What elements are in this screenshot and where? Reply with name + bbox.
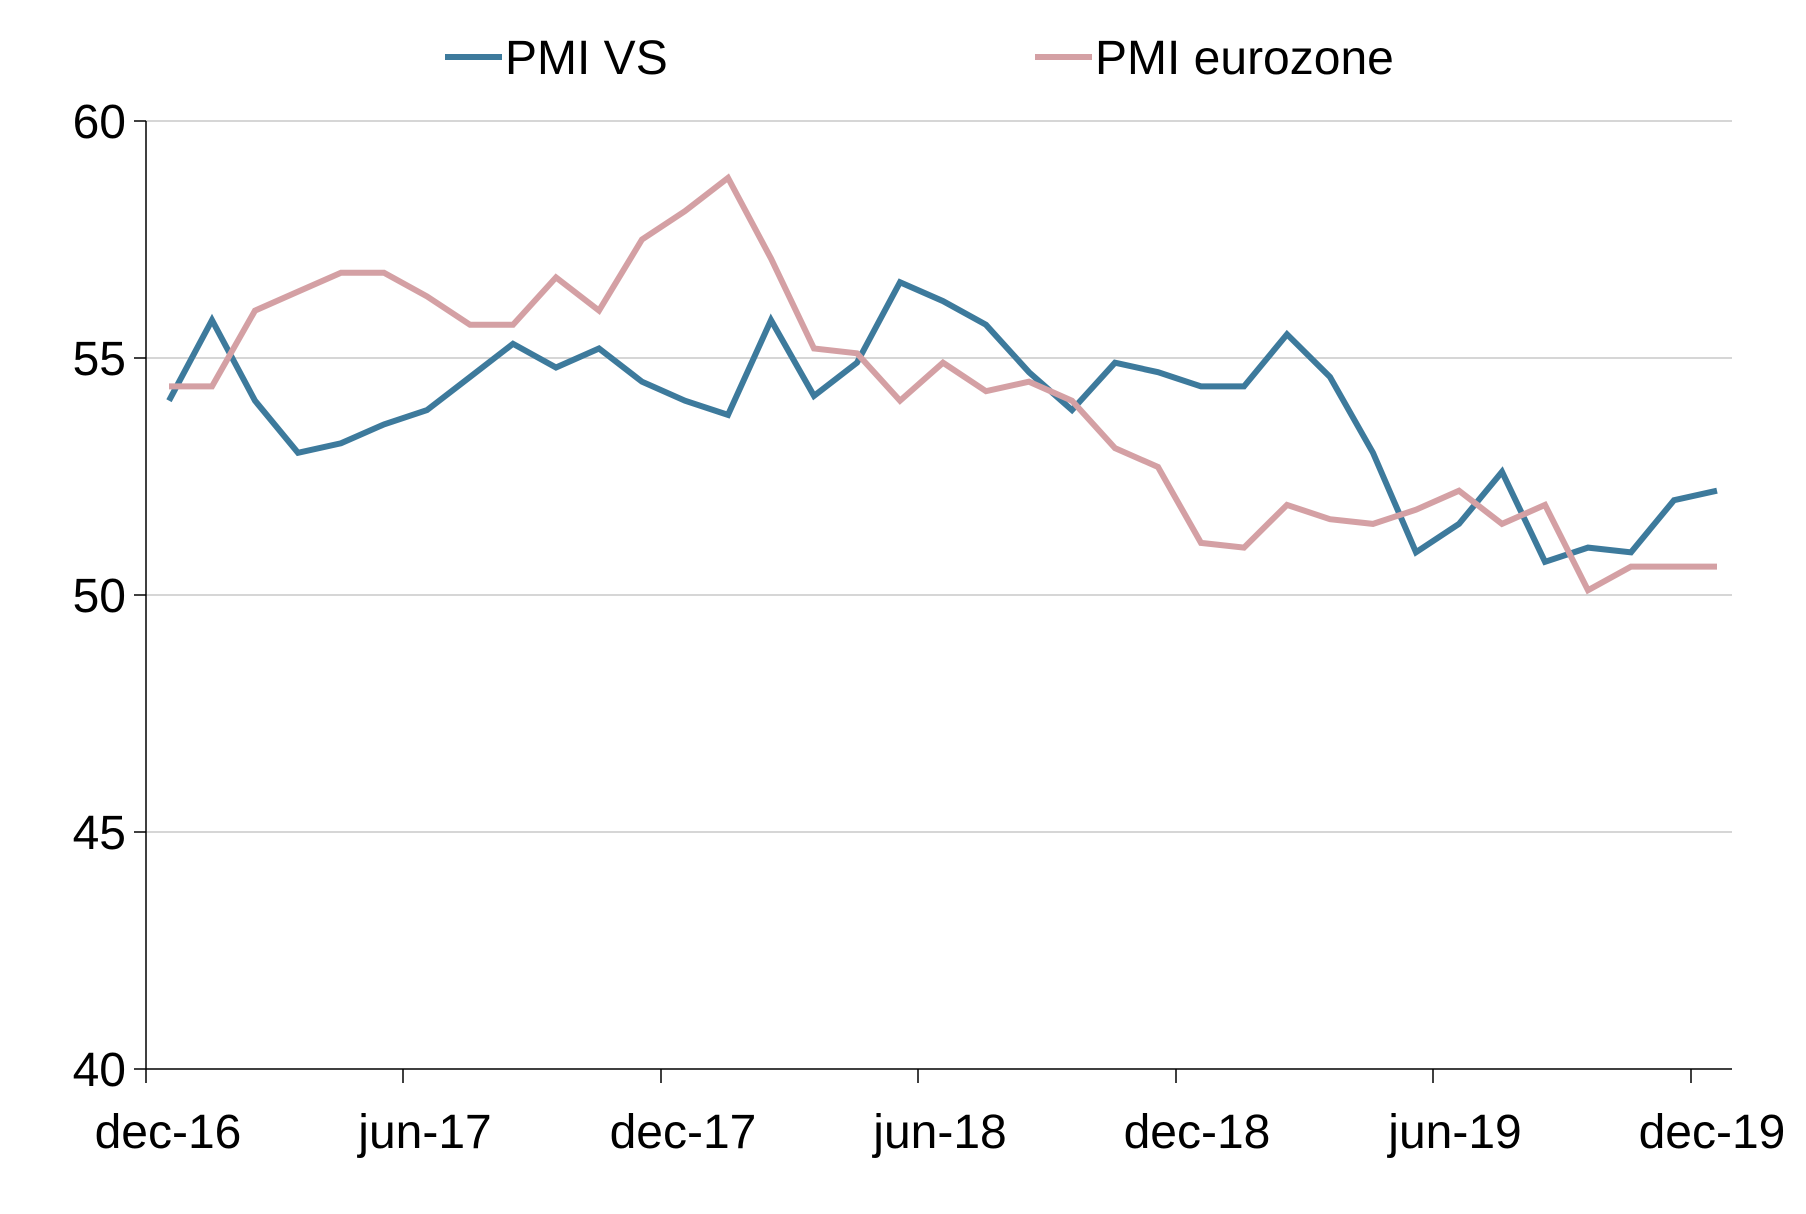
y-tick-label: 45 — [73, 807, 126, 860]
x-tick-label: dec-18 — [1124, 1106, 1271, 1159]
gridlines — [146, 120, 1732, 833]
legend-label: PMI VS — [505, 32, 668, 85]
series-line-pmi-eurozone — [169, 173, 1717, 595]
series-lines — [166, 173, 1718, 595]
x-tick-label: dec-17 — [610, 1106, 757, 1159]
x-tick-label: jun-19 — [1386, 1106, 1521, 1159]
y-tick-label: 40 — [73, 1044, 126, 1097]
axes: 40 45 50 55 60 dec-16 jun-17 dec-17 jun-18 dec-18… — [73, 96, 1786, 1159]
series-line-pmi-vs — [166, 278, 1718, 566]
x-tick-label: jun-18 — [871, 1106, 1006, 1159]
legend-label: PMI eurozone — [1095, 32, 1394, 85]
y-tick-label: 50 — [73, 570, 126, 623]
legend: PMI VS PMI eurozone — [445, 32, 1394, 85]
y-tick-label: 60 — [73, 96, 126, 149]
x-tick-label: dec-16 — [95, 1106, 242, 1159]
y-tick-label: 55 — [73, 333, 126, 386]
x-tick-label: dec-19 — [1639, 1106, 1786, 1159]
x-tick-label: jun-17 — [356, 1106, 491, 1159]
